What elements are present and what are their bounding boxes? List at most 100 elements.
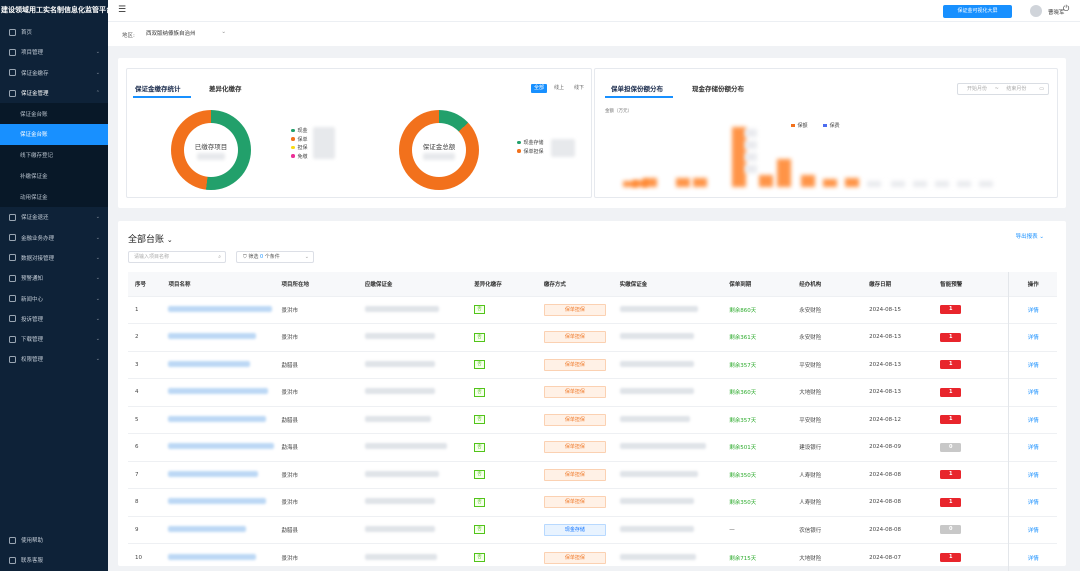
column-header: 智能预警 xyxy=(933,272,1009,296)
warning-badge[interactable]: 0 xyxy=(940,442,962,452)
tab-deposit-stats[interactable]: 保证金缴存统计 xyxy=(135,85,181,93)
handling-agency: 平安财险 xyxy=(792,405,863,434)
region-select[interactable]: 西双版纳傣族自治州 ⌄ xyxy=(146,29,226,39)
sidebar-item[interactable]: 联系客服 xyxy=(0,550,108,570)
warning-badge[interactable]: 1 xyxy=(940,387,962,397)
sidebar-item[interactable]: 下载管理 ⌄ xyxy=(0,329,108,349)
sidebar-item[interactable]: 权限管理 ⌄ xyxy=(0,349,108,369)
end-month: 结束月份 xyxy=(1006,86,1027,92)
sidebar-item[interactable]: 首页 xyxy=(0,22,108,42)
warning-badge[interactable]: 1 xyxy=(940,470,962,480)
detail-link[interactable]: 详情 xyxy=(1027,390,1039,397)
chart-bar xyxy=(979,181,993,187)
chevron-down-icon: ⌄ xyxy=(95,214,100,221)
sidebar-item[interactable]: 使用帮助 xyxy=(0,530,108,550)
tab-policy-distribution[interactable]: 保单担保份额分布 xyxy=(611,85,663,93)
username[interactable]: 曹晓军 xyxy=(1048,10,1065,16)
segment-offline[interactable]: 线下 xyxy=(574,85,585,91)
menu-toggle-icon[interactable]: ☰ xyxy=(118,5,127,15)
deposit-method: 现金存储 xyxy=(536,515,613,544)
filter-button[interactable]: ⛉ 筛选 0 个条件 ⌄ xyxy=(236,251,314,263)
project-name-link[interactable] xyxy=(168,498,267,505)
redacted-amount xyxy=(619,415,690,422)
export-report-button[interactable]: 导出报表 ⌄ xyxy=(1015,234,1044,240)
project-location: 勐腊县 xyxy=(274,405,358,434)
warning-badge[interactable]: 1 xyxy=(940,305,962,315)
project-name[interactable] xyxy=(161,323,275,351)
redacted-amount xyxy=(364,470,439,477)
sidebar-item-label: 新闻中心 xyxy=(21,296,44,303)
sidebar-subitem[interactable]: 线下缴存登记 xyxy=(0,144,108,166)
logout-icon[interactable]: ⏻ xyxy=(1063,4,1070,13)
project-name[interactable] xyxy=(161,405,275,434)
detail-link[interactable]: 详情 xyxy=(1027,307,1039,314)
warning-badge[interactable]: 1 xyxy=(940,553,962,562)
search-icon[interactable]: ⌕ xyxy=(218,254,221,260)
actual-deposit xyxy=(612,543,723,571)
sidebar-subitem[interactable]: 保证金台账 xyxy=(0,123,108,145)
project-name-link[interactable] xyxy=(168,333,257,340)
warning-badge[interactable]: 0 xyxy=(940,525,962,535)
sidebar-item[interactable]: 保证金退还 ⌄ xyxy=(0,207,108,227)
detail-link[interactable]: 详情 xyxy=(1027,362,1039,369)
project-name[interactable] xyxy=(161,460,275,489)
detail-link[interactable]: 详情 xyxy=(1027,555,1039,562)
sidebar-item[interactable]: 项目管理 ⌄ xyxy=(0,42,108,62)
avatar[interactable] xyxy=(1030,5,1042,17)
sidebar-item[interactable]: 保证金管理 ⌃ xyxy=(0,83,108,103)
ledger-card: 全部台账 ⌄ 导出报表 ⌄ 请输入项目名称 ⌕ ⛉ 筛选 0 个条件 ⌄ 序号项… xyxy=(118,221,1066,571)
detail-link[interactable]: 详情 xyxy=(1027,472,1039,479)
chevron-down-icon: ⌄ xyxy=(1039,234,1044,240)
donut-legend-total: 现金存储 保单担保 xyxy=(517,139,544,156)
detail-link[interactable]: 详情 xyxy=(1027,527,1039,534)
column-header: 缴存方式 xyxy=(536,272,613,296)
project-location: 景洪市 xyxy=(274,543,358,571)
detail-link[interactable]: 详情 xyxy=(1027,445,1039,452)
project-name[interactable] xyxy=(161,295,275,324)
sidebar-subitem[interactable]: 保证金台账 xyxy=(0,103,108,124)
detail-link[interactable]: 详情 xyxy=(1027,335,1039,342)
warning-badge[interactable]: 1 xyxy=(940,360,962,370)
big-screen-button[interactable]: 保证金可视化大屏 xyxy=(943,5,1012,18)
tab-diff-deposit[interactable]: 差异化缴存 xyxy=(209,85,242,93)
sidebar-item-label: 保证金缴存 xyxy=(21,70,49,77)
project-name-link[interactable] xyxy=(168,415,267,422)
project-name[interactable] xyxy=(161,543,275,571)
project-name-link[interactable] xyxy=(168,388,269,395)
detail-link[interactable]: 详情 xyxy=(1027,417,1039,424)
chart-bar xyxy=(732,127,746,187)
sidebar-item[interactable]: 新闻中心 ⌄ xyxy=(0,288,108,308)
project-search-input[interactable]: 请输入项目名称 ⌕ xyxy=(128,251,226,263)
detail-link[interactable]: 详情 xyxy=(1027,500,1039,507)
project-name[interactable] xyxy=(161,488,275,516)
project-name[interactable] xyxy=(161,350,275,379)
project-name[interactable] xyxy=(161,515,275,544)
project-location: 景洪市 xyxy=(274,295,358,324)
warning-badge[interactable]: 1 xyxy=(940,415,962,425)
sidebar-subitem[interactable]: 动用保证金 xyxy=(0,186,108,208)
sidebar-item[interactable]: 金融业务办理 ⌄ xyxy=(0,227,108,247)
project-name-link[interactable] xyxy=(168,525,247,532)
sidebar-item[interactable]: 数据对接管理 ⌄ xyxy=(0,248,108,268)
sidebar-subitem[interactable]: 补缴保证金 xyxy=(0,165,108,187)
sidebar-item-label: 保证金管理 xyxy=(21,91,49,98)
project-name-link[interactable] xyxy=(168,553,257,560)
segment-online[interactable]: 线上 xyxy=(554,85,565,91)
segment-all[interactable]: 全部 xyxy=(531,84,548,93)
project-name-link[interactable] xyxy=(168,360,251,367)
warning-badge[interactable]: 1 xyxy=(940,332,962,342)
project-name[interactable] xyxy=(161,378,275,406)
sidebar-item[interactable]: 投诉管理 ⌄ xyxy=(0,309,108,329)
sidebar-item[interactable]: 预警通知 ⌄ xyxy=(0,268,108,288)
tab-cash-distribution[interactable]: 现金存储份额分布 xyxy=(692,85,744,93)
home-icon xyxy=(9,28,16,36)
project-name[interactable] xyxy=(161,433,275,461)
project-name-link[interactable] xyxy=(168,443,275,450)
ledger-title-dropdown[interactable]: 全部台账 ⌄ xyxy=(128,235,173,245)
project-name-link[interactable] xyxy=(168,305,273,312)
project-name-link[interactable] xyxy=(168,470,259,477)
warning-badge[interactable]: 1 xyxy=(940,497,962,507)
chart-bar xyxy=(801,175,815,187)
month-range-picker[interactable]: 开始月份 ~ 结束月份 ▭ xyxy=(957,83,1049,95)
sidebar-item[interactable]: 保证金缴存 ⌄ xyxy=(0,63,108,83)
